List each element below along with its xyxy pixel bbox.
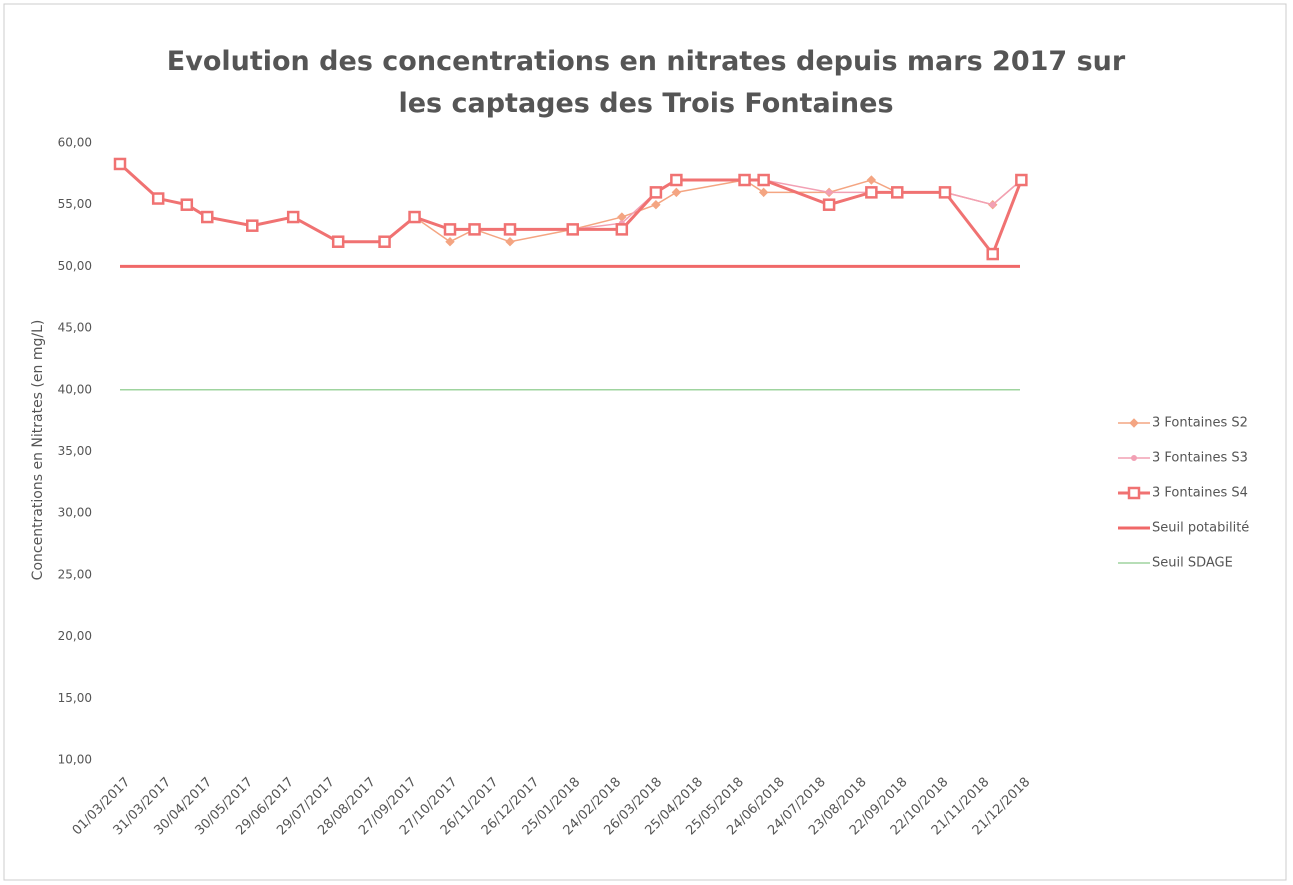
marker: [246, 219, 259, 232]
marker: [1129, 418, 1139, 428]
marker: [113, 157, 127, 171]
title-line: Evolution des concentrations en nitrates…: [167, 46, 1126, 77]
y-tick-label: 30,00: [58, 506, 92, 520]
marker: [378, 235, 391, 248]
marker: [331, 235, 345, 248]
marker: [180, 198, 194, 211]
legend-label: Seuil potabilité: [1152, 521, 1249, 536]
y-tick-label: 25,00: [58, 567, 92, 581]
marker: [151, 192, 165, 205]
marker: [670, 173, 683, 187]
marker: [826, 189, 833, 196]
marker: [566, 223, 579, 236]
marker: [445, 237, 455, 247]
marker: [503, 223, 517, 236]
y-tick-label: 10,00: [58, 753, 92, 767]
y-tick-label: 40,00: [58, 382, 92, 396]
legend-label: 3 Fontaines S2: [1152, 416, 1248, 431]
marker: [758, 187, 769, 198]
y-tick-label: 55,00: [58, 197, 92, 211]
y-tick-label: 60,00: [58, 136, 92, 150]
marker: [615, 223, 629, 236]
y-tick-label: 50,00: [58, 259, 92, 273]
legend-label: 3 Fontaines S3: [1152, 451, 1248, 466]
legend-label: 3 Fontaines S4: [1152, 486, 1248, 501]
chart-title: Evolution des concentrations en nitrates…: [167, 46, 1126, 119]
marker: [738, 173, 751, 187]
y-tick-label: 45,00: [58, 321, 92, 335]
marker: [1131, 455, 1137, 461]
marker: [989, 201, 996, 208]
legend-label: Seuil SDAGE: [1152, 556, 1233, 571]
marker: [938, 186, 952, 199]
marker: [201, 210, 214, 224]
title-line: les captages des Trois Fontaines: [398, 88, 893, 119]
marker: [443, 223, 457, 236]
marker: [757, 173, 770, 187]
marker: [866, 175, 877, 185]
marker: [1127, 486, 1141, 500]
y-tick-label: 35,00: [58, 444, 92, 458]
marker: [505, 237, 515, 247]
marker: [865, 186, 878, 199]
marker: [468, 223, 481, 236]
marker: [286, 210, 300, 224]
frame: [3, 3, 1287, 881]
marker: [891, 186, 904, 199]
marker: [1015, 173, 1028, 187]
y-tick-label: 20,00: [58, 629, 92, 643]
marker: [649, 186, 663, 199]
marker: [822, 198, 836, 211]
y-axis-label: Concentrations en Nitrates (en mg/L): [30, 320, 46, 581]
y-tick-label: 15,00: [58, 691, 92, 705]
marker: [408, 210, 421, 224]
marker: [986, 247, 999, 261]
marker: [671, 187, 682, 198]
marker: [651, 199, 661, 210]
